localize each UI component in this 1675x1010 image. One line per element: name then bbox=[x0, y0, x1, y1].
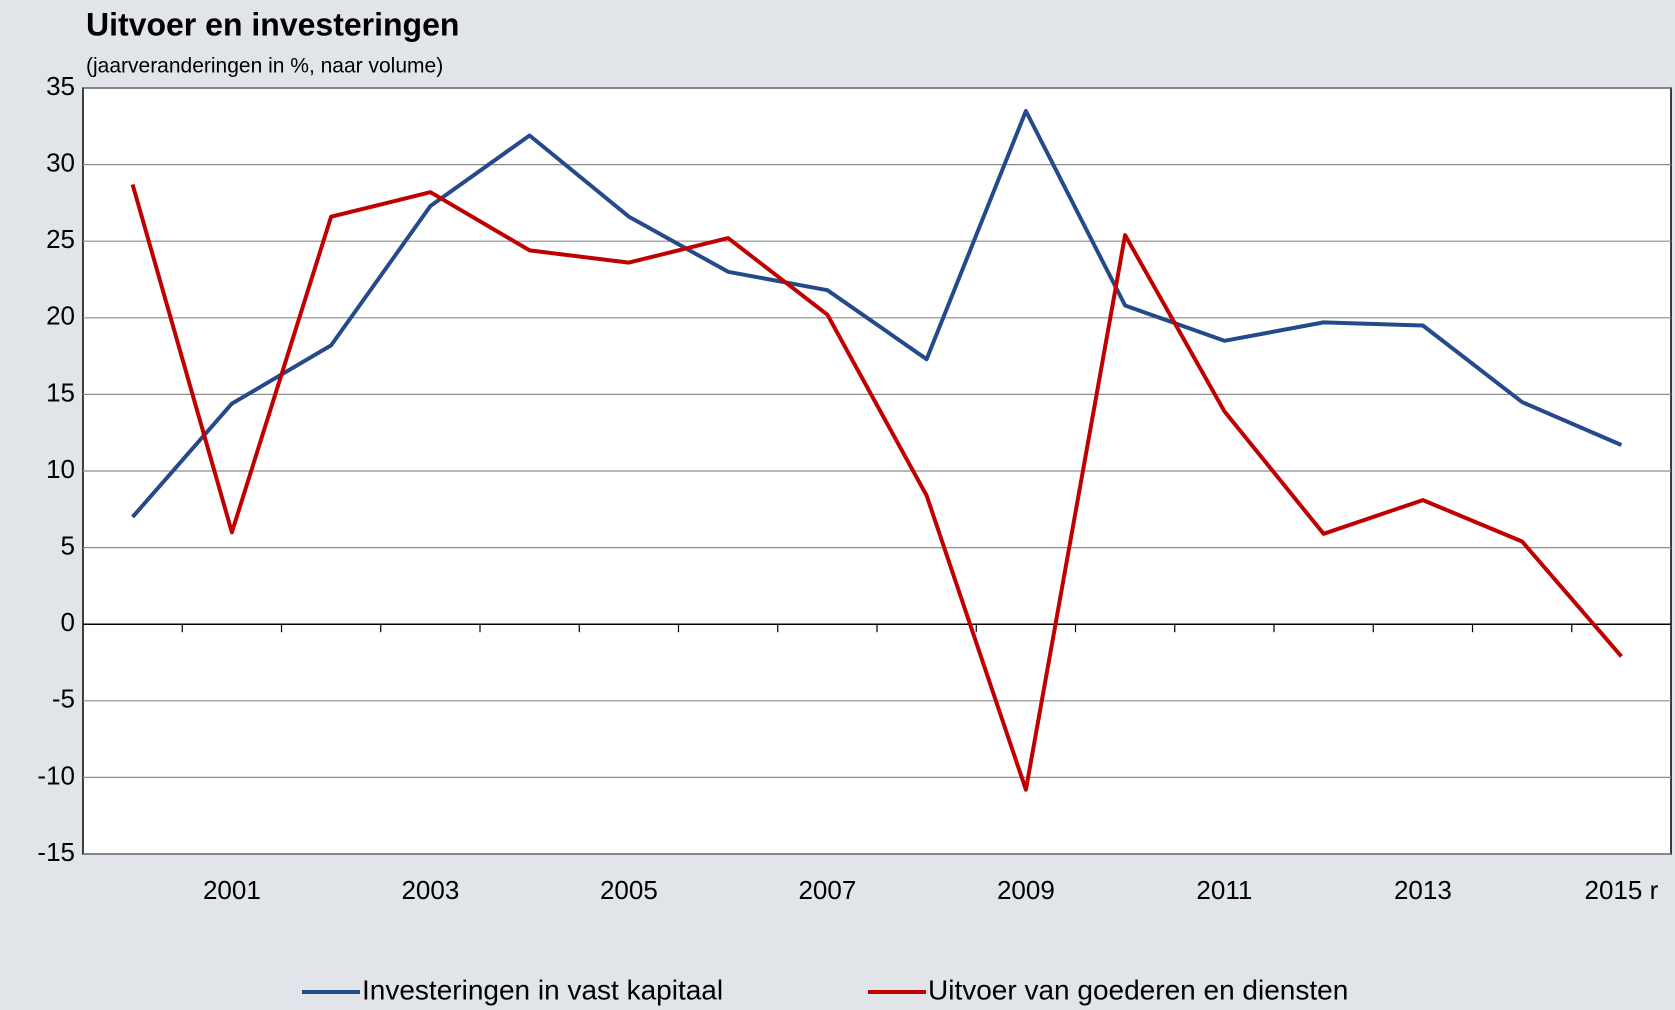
x-tick-label: 2003 bbox=[401, 875, 459, 905]
x-tick-label: 2009 bbox=[997, 875, 1055, 905]
x-tick-label: 2011 bbox=[1196, 875, 1252, 905]
x-tick-label: 2005 bbox=[600, 875, 658, 905]
y-tick-label: 35 bbox=[46, 71, 75, 101]
chart-subtitle: (jaarveranderingen in %, naar volume) bbox=[86, 55, 443, 78]
y-tick-label: 20 bbox=[46, 301, 75, 331]
y-tick-label: 30 bbox=[46, 147, 75, 177]
legend-label: Uitvoer van goederen en diensten bbox=[928, 974, 1348, 1005]
y-tick-label: 15 bbox=[46, 377, 75, 407]
y-tick-label: 5 bbox=[61, 530, 75, 560]
y-tick-label: -15 bbox=[37, 837, 75, 867]
y-tick-label: -10 bbox=[37, 760, 75, 790]
x-tick-label: 2007 bbox=[798, 875, 856, 905]
y-tick-label: 25 bbox=[46, 224, 75, 254]
y-tick-label: 10 bbox=[46, 454, 75, 484]
series-line bbox=[131, 109, 1623, 519]
x-tick-label: 2013 bbox=[1394, 875, 1452, 905]
series-line bbox=[130, 183, 1623, 792]
chart-title: Uitvoer en investeringen bbox=[86, 6, 459, 42]
y-tick-label: -5 bbox=[52, 684, 75, 714]
x-tick-label: 2001 bbox=[203, 875, 261, 905]
x-tick-label: 2015 r bbox=[1585, 875, 1659, 905]
y-tick-label: 0 bbox=[61, 607, 75, 637]
legend-label: Investeringen in vast kapitaal bbox=[362, 974, 723, 1005]
